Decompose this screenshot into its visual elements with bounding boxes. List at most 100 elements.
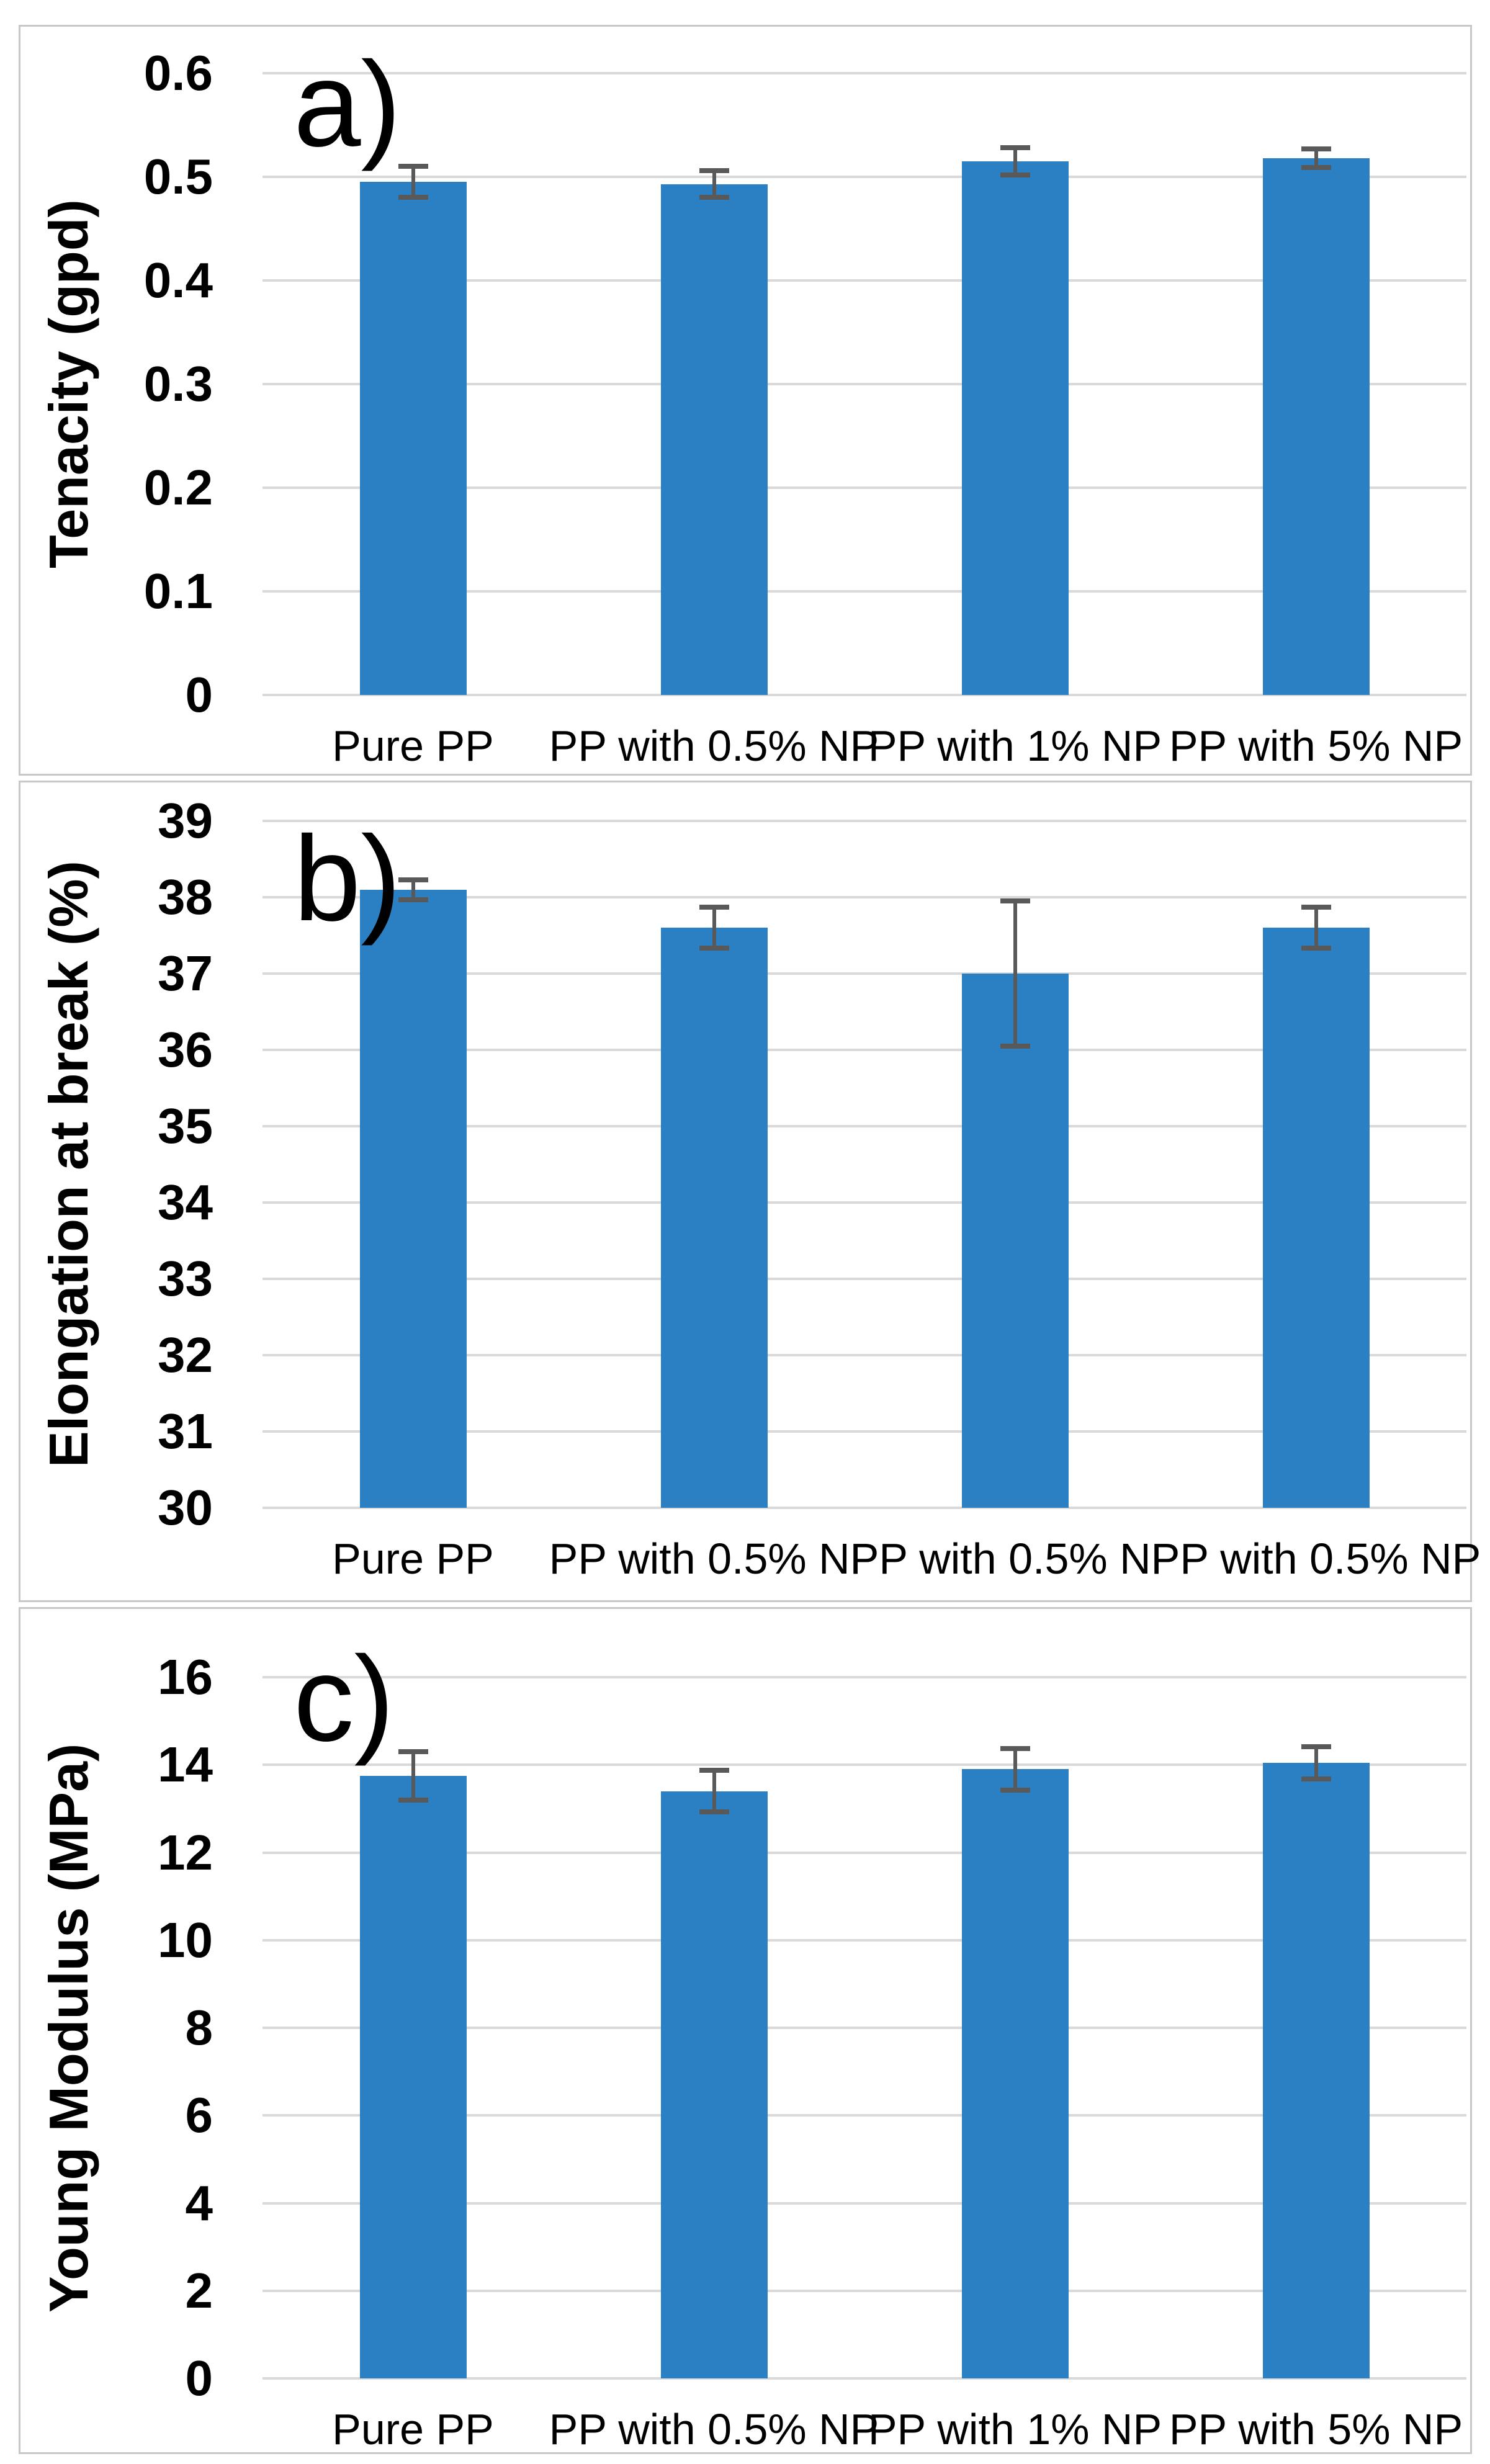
gridline [263,2114,1466,2117]
error-bar-top-cap [398,1749,428,1755]
error-bar-bottom-cap [1301,946,1331,951]
error-bar-bottom-cap [398,1797,428,1803]
y-axis-tick-label: 2 [185,2262,213,2318]
category-label: PP with 1% NP [868,2405,1162,2453]
error-bar-top-cap [398,877,428,882]
category-label: PP with 0.5% NP [850,1534,1180,1583]
y-axis-tick-label: 38 [158,869,213,925]
category-label: Pure PP [332,1534,494,1583]
gridline [263,279,1466,282]
error-bar-top-cap [1301,146,1331,151]
y-axis-tick-label: 0.3 [143,356,213,411]
error-bar-top-cap [1301,1744,1331,1749]
gridline [263,383,1466,385]
category-label: Pure PP [332,722,494,770]
error-bar-bottom-cap [699,195,729,200]
chart-panel-c: 16 14 12 10 8 6 4 2 0 Pure PP PP with 0.5% NP PP wi… [19,1607,1472,2454]
gridline [263,896,1466,898]
chart-panel-a: 0.6 0.5 0.4 0.3 0.2 0.1 0 Pure PP PP with 0.5% N… [19,25,1472,776]
gridline [263,694,1466,696]
y-axis-tick-label: 8 [185,2000,213,2055]
error-bar-whisker [712,907,716,949]
y-axis-tick-label: 33 [158,1251,213,1306]
error-bar-top-cap [1000,1746,1030,1752]
category-label: PP with 0.5% NP [1151,1534,1481,1583]
error-bar-bottom-cap [1301,1776,1331,1781]
gridline [263,1507,1466,1509]
category-label: PP with 1% NP [868,722,1162,770]
y-axis-tick-label: 34 [158,1175,213,1230]
bar [1262,158,1370,695]
y-axis-title: Tenacity (gpd) [38,199,99,569]
category-label: PP with 5% NP [1169,2405,1463,2453]
gridline [263,1125,1466,1127]
category-label: PP with 0.5% NP [549,1534,879,1583]
y-axis-tick-label: 0.6 [143,45,213,101]
gridline [263,1049,1466,1051]
gridline [263,1851,1466,1854]
y-axis-tick-label: 0.5 [143,149,213,204]
bar [961,161,1069,695]
y-axis-tick-label: 0 [185,667,213,722]
y-axis-tick-label: 0 [185,2350,213,2406]
gridline [263,2289,1466,2292]
gridline [263,2202,1466,2205]
bar [1262,1762,1370,2378]
y-axis-tick-label: 37 [158,946,213,1001]
y-axis-tick-label: 30 [158,1480,213,1535]
bar [359,889,467,1508]
error-bar-top-cap [1000,145,1030,151]
gridline [263,486,1466,489]
error-bar-top-cap [398,164,428,169]
error-bar-top-cap [699,1768,729,1773]
error-bar-whisker [1013,1749,1017,1790]
category-label: PP with 0.5% NP [549,722,879,770]
gridline [263,176,1466,178]
y-axis-tick-label: 12 [158,1824,213,1880]
gridline [263,820,1466,822]
y-axis-tick-label: 35 [158,1098,213,1154]
error-bar-whisker [411,879,415,900]
gridline [263,1201,1466,1204]
category-label: Pure PP [332,2405,494,2453]
error-bar-top-cap [1301,904,1331,910]
error-bar-bottom-cap [699,946,729,951]
bar [961,1769,1069,2378]
category-label: PP with 0.5% NP [549,2405,879,2453]
gridline [263,2377,1466,2380]
error-bar-bottom-cap [1000,1787,1030,1793]
panel-letter: b) [294,811,402,946]
y-axis-title: Elongation at break (%) [38,861,99,1468]
error-bar-bottom-cap [1000,172,1030,177]
y-axis-tick-label: 39 [158,793,213,848]
y-axis-title: Young Modulus (MPa) [38,1743,99,2313]
error-bar-whisker [1013,148,1017,175]
y-axis-tick-label: 6 [185,2087,213,2143]
error-bar-top-cap [1000,898,1030,904]
panel-letter: c) [294,1631,395,1767]
y-axis-tick-label: 16 [158,1649,213,1705]
error-bar-top-cap [699,168,729,173]
y-axis-tick-label: 31 [158,1404,213,1459]
error-bar-top-cap [699,904,729,910]
bar [1262,928,1370,1508]
error-bar-whisker [411,166,415,198]
gridline [263,1354,1466,1356]
error-bar-bottom-cap [398,195,428,200]
bar [359,1775,467,2378]
error-bar-whisker [1314,1746,1318,1779]
bar [660,1791,768,2378]
category-label: PP with 5% NP [1169,722,1463,770]
gridline [263,72,1466,74]
gridline [263,1278,1466,1280]
bar [660,184,768,695]
gridline [263,1430,1466,1433]
chart-panel-b: 39 38 37 36 35 34 33 32 31 30 Pure PP PP with 0.5% … [19,781,1481,1602]
y-axis-tick-label: 0.4 [143,253,213,308]
error-bar-bottom-cap [1000,1043,1030,1049]
error-bar-whisker [712,170,716,198]
y-axis-tick-label: 0.1 [143,563,213,619]
gridline [263,1938,1466,1942]
bar [961,974,1069,1508]
